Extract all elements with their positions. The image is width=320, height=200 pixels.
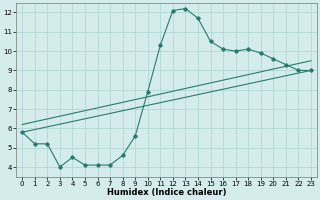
X-axis label: Humidex (Indice chaleur): Humidex (Indice chaleur) [107, 188, 226, 197]
